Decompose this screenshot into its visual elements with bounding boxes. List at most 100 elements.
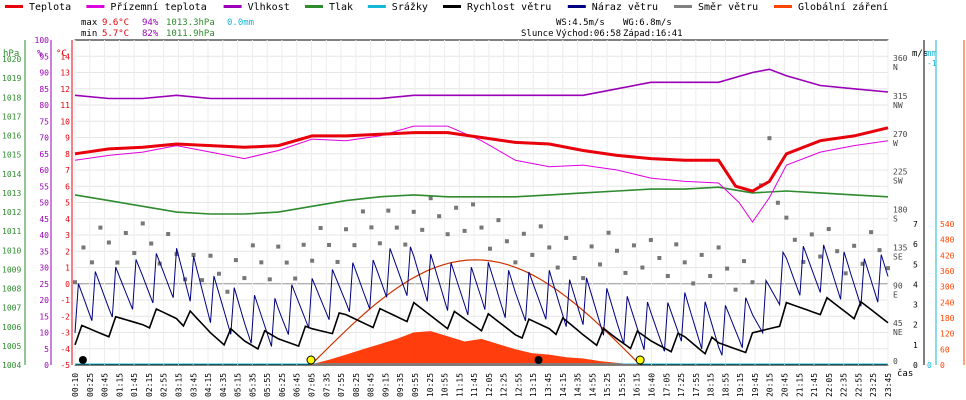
legend-swatch-4 [367,5,386,8]
direction-point [826,227,831,232]
direction-point [775,200,780,205]
x-tick: 11:45 [470,373,479,397]
legend-swatch-0 [5,5,23,8]
direction-point [843,271,848,276]
direction-point [200,278,205,283]
legend-label-4: Srážky [392,1,428,13]
direction-point [886,266,890,271]
direction-point [487,246,492,251]
legend-swatch-6 [567,5,586,8]
ms-tick: 0 [913,361,918,370]
percent-tick: 60 [39,166,49,175]
x-tick: 04:35 [219,373,228,397]
direction-tick-label: S [893,215,898,224]
direction-point [454,205,459,210]
celsius-tick: 5 [65,199,70,208]
percent-tick: 25 [39,280,49,289]
direction-point [699,252,704,257]
x-tick: 14:55 [588,373,597,397]
celsius-tick: 14 [60,52,70,61]
percent-tick: 15 [39,312,49,321]
x-tick: 18:55 [721,373,730,397]
direction-point [437,214,442,219]
celsius-tick: 1 [65,264,70,273]
legend-label-5: Rychlost větru [467,1,551,13]
x-tick: 13:45 [544,373,553,397]
direction-point [835,249,840,254]
direction-point [784,215,789,220]
percent-tick: 55 [39,182,49,191]
stat-min-hum: 82% [142,29,159,39]
percent-tick: 35 [39,247,49,256]
direction-tick: 135 [893,243,908,252]
direction-point [852,243,857,248]
x-axis-label: čas [897,368,913,379]
celsius-tick: -1 [60,296,70,305]
x-tick: 13:15 [529,373,538,397]
direction-point [310,258,315,263]
x-tick: 16:40 [647,373,656,397]
series-global-radiation [308,331,641,365]
x-tick: 01:15 [115,373,124,397]
stat-max-temp: 9.6°C [102,18,129,28]
direction-point [259,260,264,265]
direction-point [615,248,619,253]
direction-tick-label: N [893,63,898,72]
direction-point [877,248,882,253]
direction-point [691,281,696,286]
sunset-marker [635,355,645,365]
direction-point [377,241,382,246]
direction-point [801,259,806,264]
hpa-tick: 1007 [2,304,21,313]
percent-tick: 5 [44,345,49,354]
moonset-marker [78,356,87,364]
hpa-axis-label: hPa [3,49,19,59]
direction-point [547,245,552,250]
x-tick: 09:35 [396,373,405,397]
direction-point [818,254,823,259]
percent-tick: 70 [39,134,49,143]
percent-axis-label: % [37,49,43,59]
x-tick: 05:55 [263,373,272,397]
direction-point [708,274,713,279]
direction-point [344,227,348,232]
hpa-tick: 1014 [2,170,21,179]
info-wg: WG:6.8m/s [623,18,672,28]
percent-tick: 95 [39,52,49,61]
x-tick: 10:55 [441,373,450,397]
percent-tick: 50 [39,199,49,208]
celsius-tick: 11 [60,101,70,110]
direction-point [606,230,611,235]
direction-tick: 360 [893,54,908,63]
percent-tick: 10 [39,329,49,338]
direction-point [428,196,433,201]
direction-tick: 180 [893,206,908,215]
direction-point [327,242,332,247]
series-temperature [74,126,889,193]
x-tick: 07:05 [308,373,317,397]
direction-tick-label: NE [893,328,903,337]
direction-point [682,260,687,265]
direction-point [318,226,323,231]
hpa-tick: 1009 [2,265,21,274]
x-tick: 00:25 [86,373,95,397]
percent-tick: 100 [35,36,50,45]
x-tick: 20:45 [781,373,790,397]
x-tick: 12:05 [485,373,494,397]
legend-label-1: Přízemní teplota [110,1,206,13]
stat-max-label: max [81,18,98,28]
celsius-tick: 6 [65,182,70,191]
moonrise-marker [534,356,543,364]
direction-point [73,280,77,285]
x-tick: 19:15 [736,373,745,397]
percent-tick: 85 [39,85,49,94]
direction-point [98,225,103,230]
direction-point [471,202,476,207]
direction-point [750,280,755,285]
mm-axis-label: mm [926,49,937,59]
x-tick: 06:25 [278,373,287,397]
stat-max-hum: 94% [142,18,159,28]
x-tick: 04:15 [204,373,213,397]
direction-point [191,252,196,257]
legend-swatch-1 [86,5,105,8]
